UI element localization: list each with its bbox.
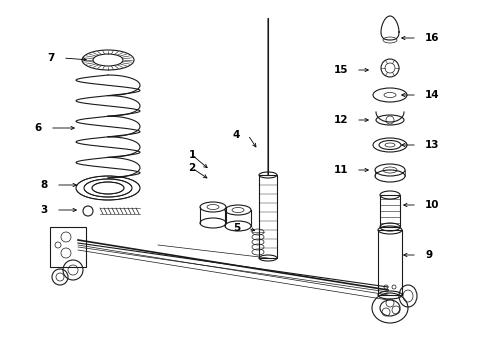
Text: 10: 10 (424, 200, 439, 210)
Bar (377, 230, 401, 295)
Text: 11: 11 (333, 165, 347, 175)
Text: 13: 13 (424, 140, 439, 150)
Text: 15: 15 (333, 65, 347, 75)
Text: 3: 3 (41, 205, 48, 215)
Text: 8: 8 (41, 180, 48, 190)
Text: 14: 14 (424, 90, 439, 100)
Bar (259, 175, 276, 258)
Text: 4: 4 (232, 130, 240, 140)
Text: 7: 7 (47, 53, 55, 63)
Text: 16: 16 (424, 33, 439, 43)
Text: 6: 6 (35, 123, 42, 133)
Text: 12: 12 (333, 115, 347, 125)
Text: 5: 5 (232, 223, 240, 233)
Bar (379, 195, 399, 227)
Text: 9: 9 (424, 250, 431, 260)
Text: 2: 2 (188, 163, 195, 173)
Text: 1: 1 (188, 150, 195, 160)
